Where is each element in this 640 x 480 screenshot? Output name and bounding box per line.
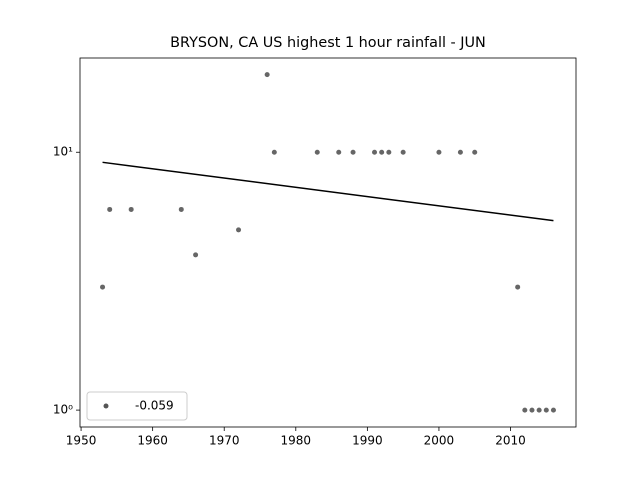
point bbox=[314, 149, 320, 155]
x-tick-label: 1960 bbox=[137, 434, 168, 448]
plot-frame bbox=[79, 57, 577, 428]
point bbox=[522, 407, 528, 413]
legend-marker bbox=[103, 403, 109, 409]
x-tick-label: 2010 bbox=[495, 434, 526, 448]
point bbox=[379, 149, 385, 155]
point bbox=[264, 72, 270, 78]
point bbox=[457, 149, 463, 155]
x-tick-label: 1970 bbox=[209, 434, 240, 448]
point bbox=[107, 206, 113, 212]
point bbox=[529, 407, 535, 413]
point bbox=[336, 149, 342, 155]
y-tick-label: 10⁰ bbox=[53, 403, 73, 417]
point bbox=[472, 149, 478, 155]
legend-label: -0.059 bbox=[135, 399, 174, 413]
point bbox=[515, 284, 521, 290]
point bbox=[543, 407, 549, 413]
legend-box bbox=[86, 391, 188, 421]
x-tick-label: 2000 bbox=[424, 434, 455, 448]
point bbox=[100, 284, 106, 290]
point bbox=[372, 149, 378, 155]
point bbox=[436, 149, 442, 155]
y-tick-label: 10¹ bbox=[53, 145, 73, 159]
point bbox=[350, 149, 356, 155]
point bbox=[386, 149, 392, 155]
point bbox=[128, 206, 134, 212]
x-tick-label: 1980 bbox=[281, 434, 312, 448]
chart-title: BRYSON, CA US highest 1 hour rainfall - … bbox=[170, 35, 486, 51]
point bbox=[236, 227, 242, 233]
point bbox=[400, 149, 406, 155]
point bbox=[178, 206, 184, 212]
x-tick-label: 1950 bbox=[66, 434, 97, 448]
point bbox=[536, 407, 542, 413]
trend-line bbox=[102, 161, 554, 222]
point bbox=[271, 149, 277, 155]
point bbox=[550, 407, 556, 413]
x-tick-label: 1990 bbox=[352, 434, 383, 448]
point bbox=[193, 252, 199, 258]
